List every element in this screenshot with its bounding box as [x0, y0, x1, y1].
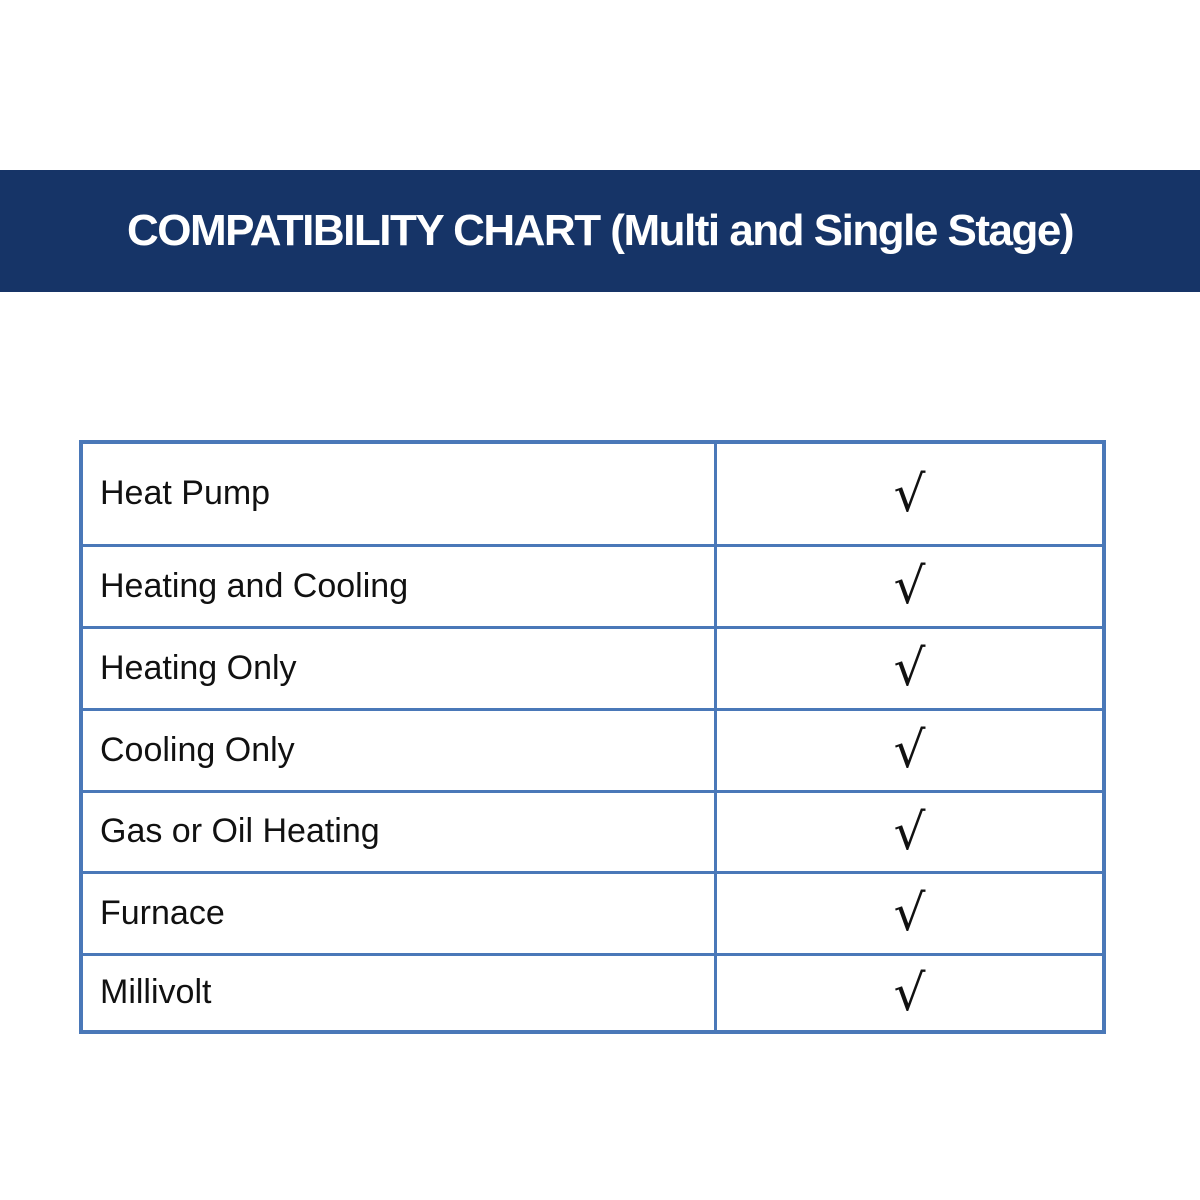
- check-mark-icon: √: [714, 625, 1106, 711]
- table-row: Heat Pump √: [79, 440, 1106, 547]
- chart-title: COMPATIBILITY CHART (Multi and Single St…: [127, 206, 1074, 255]
- check-mark-icon: √: [714, 707, 1106, 793]
- system-type-label: Heat Pump: [79, 440, 717, 547]
- system-type-label: Heating Only: [79, 625, 717, 711]
- check-mark-icon: √: [714, 440, 1106, 547]
- table-row: Heating Only √: [79, 625, 1106, 711]
- compatibility-table: Heat Pump √ Heating and Cooling √ Heating On…: [79, 440, 1106, 1034]
- check-mark-icon: √: [714, 789, 1106, 874]
- system-type-label: Millivolt: [79, 952, 717, 1034]
- title-banner: COMPATIBILITY CHART (Multi and Single St…: [0, 170, 1200, 292]
- system-type-label: Heating and Cooling: [79, 543, 717, 629]
- table-row: Cooling Only √: [79, 707, 1106, 793]
- table-row: Gas or Oil Heating √: [79, 789, 1106, 874]
- system-type-label: Cooling Only: [79, 707, 717, 793]
- system-type-label: Gas or Oil Heating: [79, 789, 717, 874]
- table-row: Furnace √: [79, 870, 1106, 956]
- check-mark-icon: √: [714, 870, 1106, 956]
- table-row: Heating and Cooling √: [79, 543, 1106, 629]
- system-type-label: Furnace: [79, 870, 717, 956]
- check-mark-icon: √: [714, 952, 1106, 1034]
- table-row: Millivolt √: [79, 952, 1106, 1034]
- check-mark-icon: √: [714, 543, 1106, 629]
